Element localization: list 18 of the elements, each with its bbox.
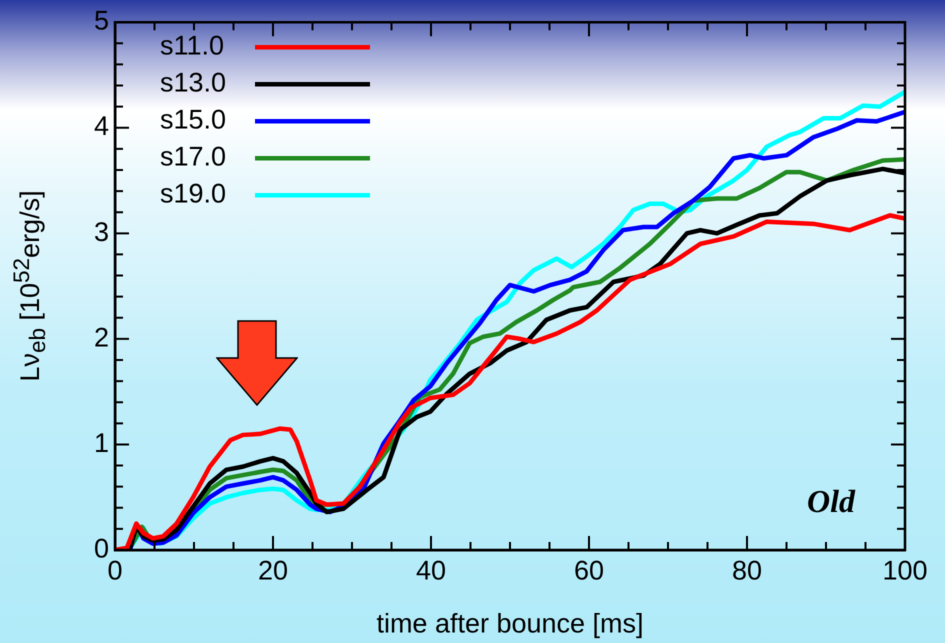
x-tick-label: 60 [574,556,604,586]
y-tick-label: 0 [94,533,109,564]
legend-label: s13.0 [160,68,226,98]
legend-label: s19.0 [160,178,226,209]
x-tick-label: 40 [416,556,446,586]
y-tick-label: 4 [94,111,109,142]
x-tick-label: 20 [258,556,288,586]
y-tick-label: 2 [94,322,109,352]
x-tick-label: 80 [732,556,762,586]
legend-label: s11.0 [160,30,224,61]
y-tick-label: 1 [94,428,109,458]
y-tick-label: 3 [94,216,109,247]
x-tick-label: 100 [882,556,928,586]
y-tick-label: 5 [94,6,109,36]
x-axis-title: time after bounce [ms] [376,608,644,638]
legend-label: s17.0 [160,142,226,172]
annotation: Old [807,483,856,519]
legend-label: s15.0 [160,104,226,135]
